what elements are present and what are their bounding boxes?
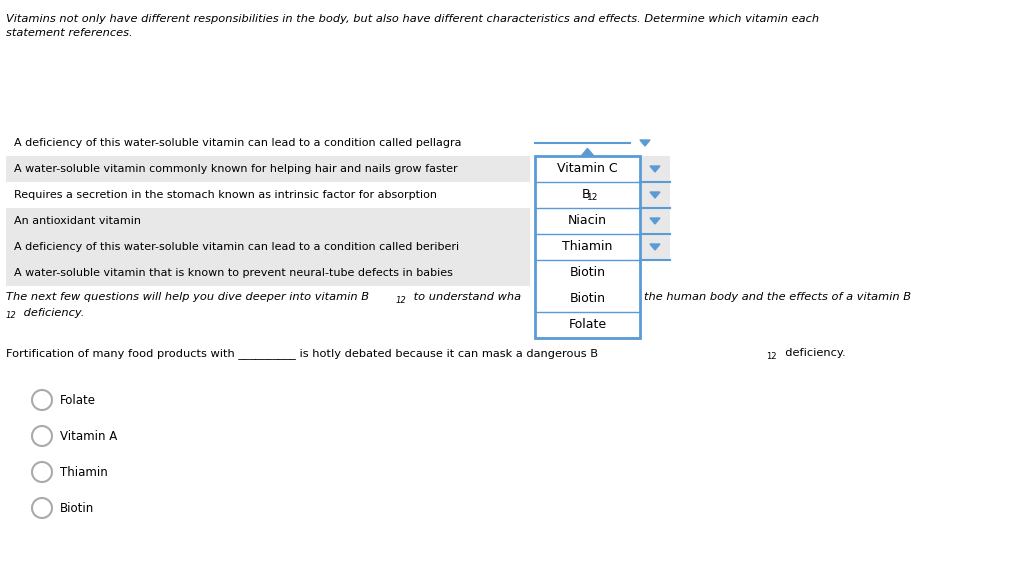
Text: 12: 12 bbox=[6, 311, 16, 320]
Text: Folate: Folate bbox=[60, 394, 96, 407]
Polygon shape bbox=[640, 140, 650, 146]
Text: B: B bbox=[582, 188, 590, 201]
Polygon shape bbox=[582, 148, 594, 156]
FancyBboxPatch shape bbox=[535, 208, 640, 234]
Text: Fortification of many food products with __________ is hotly debated because it : Fortification of many food products with… bbox=[6, 348, 598, 359]
Text: to understand wha: to understand wha bbox=[410, 292, 521, 302]
FancyBboxPatch shape bbox=[535, 234, 640, 260]
Polygon shape bbox=[650, 218, 660, 224]
Text: Vitamins not only have different responsibilities in the body, but also have dif: Vitamins not only have different respons… bbox=[6, 14, 819, 24]
FancyBboxPatch shape bbox=[640, 182, 670, 208]
Text: deficiency.: deficiency. bbox=[20, 308, 84, 318]
Text: Requires a secretion in the stomach known as intrinsic factor for absorption: Requires a secretion in the stomach know… bbox=[14, 190, 437, 200]
FancyBboxPatch shape bbox=[640, 156, 670, 182]
Polygon shape bbox=[650, 244, 660, 250]
Circle shape bbox=[32, 498, 52, 518]
FancyBboxPatch shape bbox=[535, 156, 640, 182]
FancyBboxPatch shape bbox=[535, 260, 640, 286]
Text: Biotin: Biotin bbox=[569, 293, 605, 306]
Text: 12: 12 bbox=[587, 193, 598, 202]
Text: 12: 12 bbox=[766, 352, 776, 361]
Circle shape bbox=[32, 426, 52, 446]
FancyBboxPatch shape bbox=[6, 234, 530, 260]
Text: the human body and the effects of a vitamin B: the human body and the effects of a vita… bbox=[644, 292, 911, 302]
Circle shape bbox=[32, 462, 52, 482]
Text: Niacin: Niacin bbox=[568, 214, 607, 227]
Text: Thiamin: Thiamin bbox=[562, 240, 612, 253]
Circle shape bbox=[32, 390, 52, 410]
Text: Thiamin: Thiamin bbox=[60, 465, 108, 478]
Text: Folate: Folate bbox=[568, 319, 606, 332]
Text: A water-soluble vitamin commonly known for helping hair and nails grow faster: A water-soluble vitamin commonly known f… bbox=[14, 164, 458, 174]
FancyBboxPatch shape bbox=[535, 182, 640, 208]
Text: Vitamin C: Vitamin C bbox=[557, 162, 617, 175]
Polygon shape bbox=[650, 166, 660, 172]
FancyBboxPatch shape bbox=[6, 182, 530, 208]
FancyBboxPatch shape bbox=[535, 286, 640, 312]
Text: statement references.: statement references. bbox=[6, 28, 133, 38]
Text: A water-soluble vitamin that is known to prevent neural-tube defects in babies: A water-soluble vitamin that is known to… bbox=[14, 268, 453, 278]
FancyBboxPatch shape bbox=[535, 312, 640, 338]
FancyBboxPatch shape bbox=[6, 208, 530, 234]
Text: Vitamin A: Vitamin A bbox=[60, 430, 118, 443]
Polygon shape bbox=[650, 192, 660, 198]
Text: Biotin: Biotin bbox=[60, 501, 94, 514]
FancyBboxPatch shape bbox=[640, 234, 670, 260]
Text: An antioxidant vitamin: An antioxidant vitamin bbox=[14, 216, 141, 226]
Text: A deficiency of this water-soluble vitamin can lead to a condition called beribe: A deficiency of this water-soluble vitam… bbox=[14, 242, 459, 252]
Text: deficiency.: deficiency. bbox=[778, 348, 846, 358]
FancyBboxPatch shape bbox=[640, 208, 670, 234]
Text: A deficiency of this water-soluble vitamin can lead to a condition called pellag: A deficiency of this water-soluble vitam… bbox=[14, 138, 462, 148]
Text: The next few questions will help you dive deeper into vitamin B: The next few questions will help you div… bbox=[6, 292, 369, 302]
FancyBboxPatch shape bbox=[6, 260, 530, 286]
Text: 12: 12 bbox=[396, 296, 407, 305]
FancyBboxPatch shape bbox=[6, 156, 530, 182]
Text: Biotin: Biotin bbox=[569, 267, 605, 280]
